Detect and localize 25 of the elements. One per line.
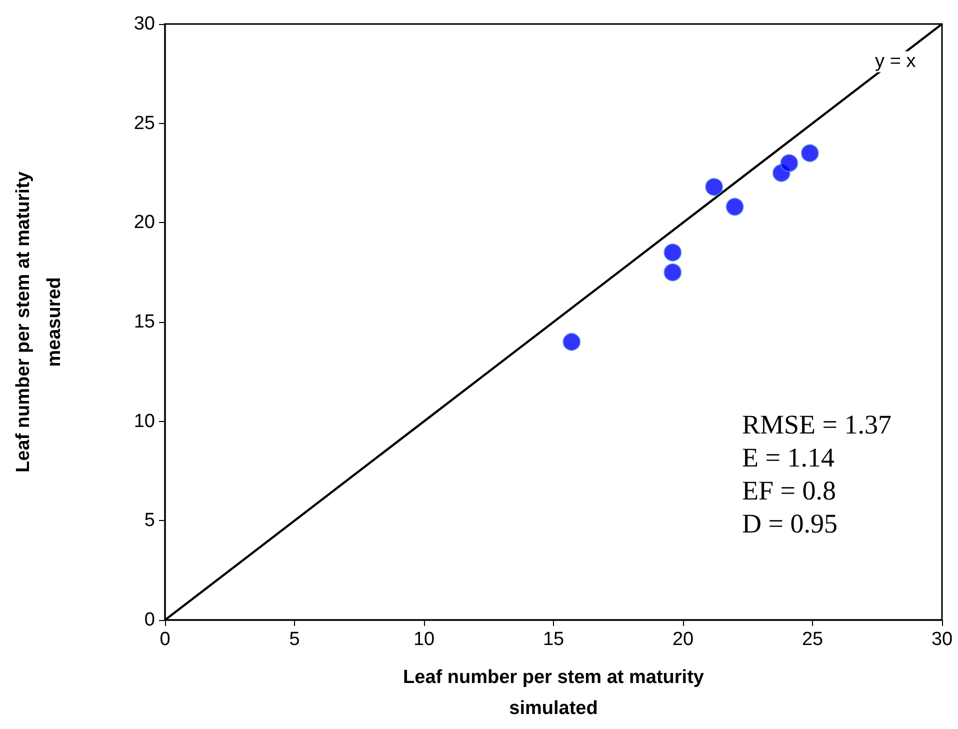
point [726,198,744,216]
x-tick-label: 30 [931,629,953,650]
point [664,243,682,262]
annotation: RMSE = 1.37 E = 1.14 EF = 0.8 D = 0.95 [742,410,892,538]
x-tick-label: 0 [160,629,170,650]
annotation: y = x [875,51,916,72]
x-tick-label: 5 [289,629,300,650]
point [800,144,819,162]
x-tick-label: 10 [413,629,435,650]
y-tick-label: 15 [134,312,155,332]
y-tick-label: 25 [134,112,155,134]
x-tick-label: 15 [542,629,564,650]
y-tick-label: 30 [134,14,155,34]
x-tick-label: 25 [802,629,824,650]
point [664,263,682,282]
point [705,178,724,196]
x-axis-title: Leaf number per stem at maturity simulated [403,667,704,719]
y-tick-label: 20 [134,212,155,234]
y-axis-title: Leaf number per stem at maturity measured [13,171,65,472]
x-tick-label: 20 [672,629,694,650]
point [562,332,581,351]
point [780,154,798,172]
y-tick-label: 10 [134,410,155,432]
y-tick-label: 0 [144,610,155,630]
y-tick-label: 5 [144,510,155,532]
